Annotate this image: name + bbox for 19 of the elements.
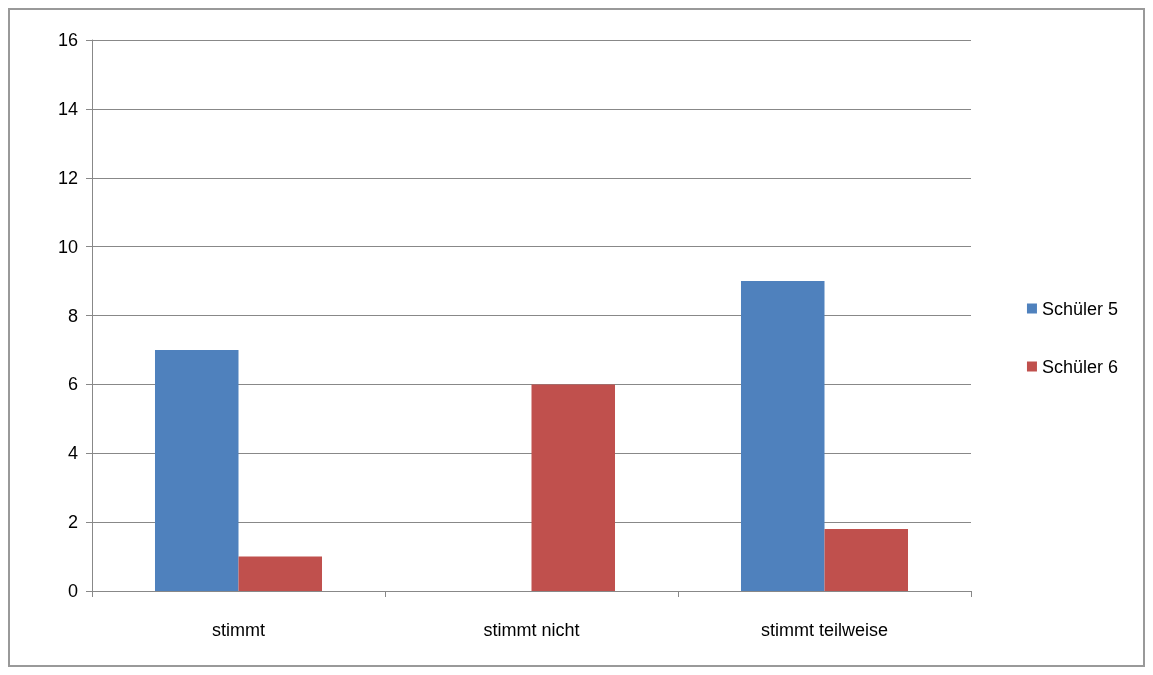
y-tick-label: 0: [67, 581, 78, 601]
bar: [824, 529, 909, 591]
x-tick-label: stimmt nicht: [483, 620, 580, 640]
y-tick-label: 8: [67, 305, 78, 326]
legend-label: Schüler 5: [1041, 298, 1118, 319]
x-tick-label: stimmt: [212, 620, 265, 640]
x-tick-label: stimmt teilweise: [760, 620, 889, 640]
y-tick-label: 10: [57, 236, 78, 257]
y-tick-label: 2: [67, 512, 78, 533]
y-tick-label: 14: [57, 98, 78, 119]
bar: [741, 281, 825, 591]
y-tick-label: 12: [57, 167, 78, 188]
y-tick-label: 6: [67, 374, 78, 395]
legend-label: Schüler 6: [1041, 356, 1118, 377]
y-tick-label: 4: [67, 443, 78, 464]
y-tick-label: 16: [57, 30, 78, 50]
bar: [531, 384, 616, 591]
bar: [238, 556, 323, 591]
bar: [155, 349, 239, 591]
